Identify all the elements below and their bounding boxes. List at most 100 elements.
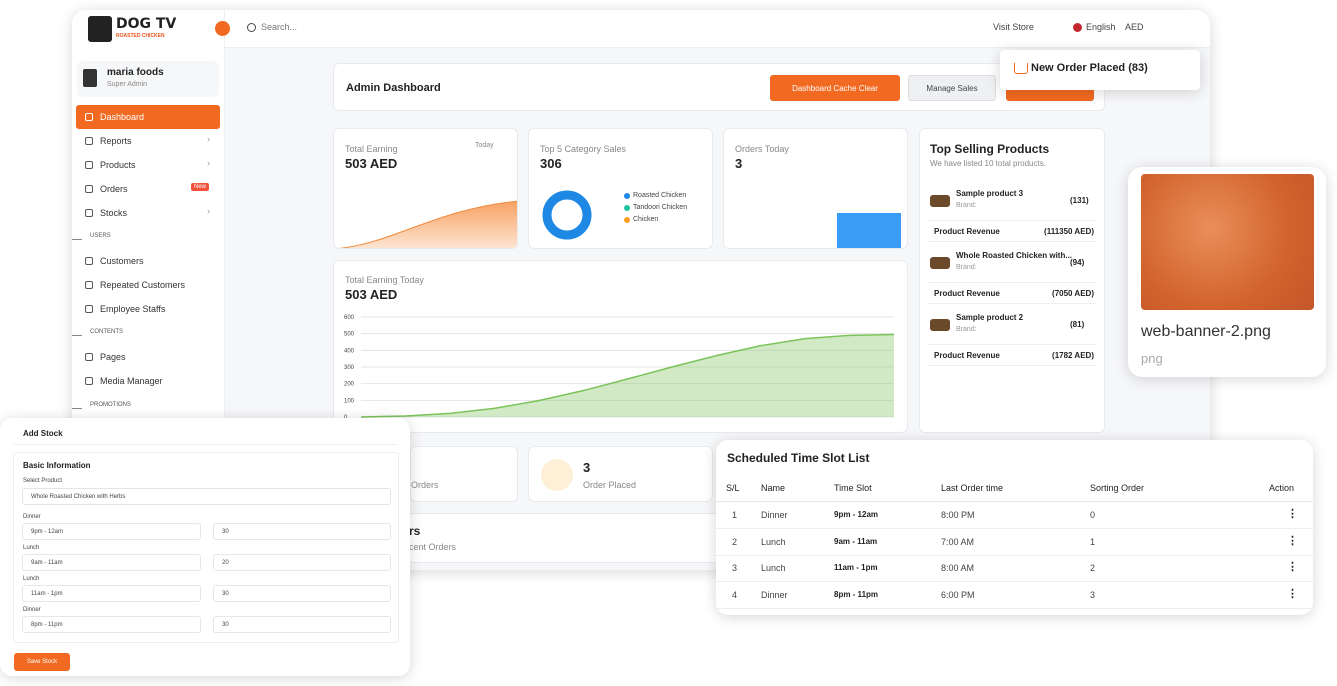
menu-item[interactable]: Stocks › bbox=[76, 201, 220, 225]
menu-icon bbox=[85, 113, 93, 121]
qty-input[interactable]: 30 bbox=[213, 523, 391, 540]
row-menu[interactable]: ⋮ bbox=[1287, 587, 1298, 600]
menu-item[interactable]: Employee Staffs bbox=[76, 297, 220, 321]
product-name[interactable]: Whole Roasted Chicken with... bbox=[956, 251, 1073, 260]
column-header: Name bbox=[761, 483, 786, 493]
product-name[interactable]: Sample product 2 bbox=[956, 313, 1024, 322]
row-menu[interactable]: ⋮ bbox=[1287, 534, 1298, 547]
table-cell: 2 bbox=[1090, 563, 1096, 573]
visit-store[interactable]: Visit Store bbox=[993, 22, 1034, 32]
column-header: Sorting Order bbox=[1090, 483, 1145, 493]
save-button[interactable]: Save Stock bbox=[14, 653, 70, 671]
revenue-label: Product Revenue bbox=[934, 289, 1000, 298]
section-subtitle: We have listed 10 total products. bbox=[930, 159, 1046, 168]
product-thumb bbox=[930, 257, 950, 269]
qty-input[interactable]: 30 bbox=[213, 616, 391, 633]
slot-value: 9pm - 12am bbox=[31, 529, 64, 535]
menu-item[interactable]: Customers bbox=[76, 249, 220, 273]
donut-ring bbox=[542, 190, 592, 240]
slot-input[interactable]: 8pm - 11pm bbox=[22, 616, 201, 633]
table-cell: 1 bbox=[1090, 536, 1096, 547]
slot-input[interactable]: 11am - 1pm bbox=[22, 585, 201, 602]
divider bbox=[928, 344, 1096, 345]
select-value: Whole Roasted Chicken with Herbs bbox=[31, 494, 126, 500]
product-name[interactable]: Sample product 3 bbox=[956, 189, 1024, 198]
orders-card: Orders Today 3 bbox=[723, 128, 908, 249]
field-label: Dinner bbox=[23, 607, 41, 613]
menu-icon bbox=[85, 137, 93, 145]
section-title: Top Selling Products bbox=[930, 142, 1050, 156]
slot-value: 9am - 11am bbox=[31, 560, 63, 566]
legend-dot bbox=[624, 217, 630, 223]
card-value: 503 AED bbox=[345, 156, 398, 171]
cart-icon bbox=[1014, 63, 1028, 74]
toast-text: New Order Placed (83) bbox=[1031, 62, 1148, 74]
area bbox=[361, 334, 894, 417]
column-header: Time Slot bbox=[834, 483, 872, 493]
slot-input[interactable]: 9pm - 12am bbox=[22, 523, 201, 540]
modal-title: Add Stock bbox=[23, 429, 63, 438]
menu-item[interactable]: Dashboard bbox=[76, 105, 220, 129]
row-menu[interactable]: ⋮ bbox=[1287, 561, 1298, 573]
divider bbox=[716, 501, 1313, 502]
menu-item[interactable]: Reports › bbox=[76, 129, 220, 153]
image-thumbnail[interactable] bbox=[1141, 174, 1314, 310]
slot-input[interactable]: 9am - 11am bbox=[22, 554, 201, 571]
brand-sub: ROASTED CHICKEN bbox=[116, 33, 165, 39]
card-label: Total Earning Today bbox=[345, 275, 424, 285]
add-stock-modal: Add Stock Basic Information Select Produ… bbox=[0, 418, 410, 676]
table-cell: 3 bbox=[732, 563, 738, 573]
bar bbox=[837, 213, 901, 248]
column-header: Last Order time bbox=[941, 483, 1004, 493]
card-value: 306 bbox=[540, 156, 562, 171]
qty-value: 20 bbox=[222, 560, 229, 566]
field-label: Select Product bbox=[23, 478, 63, 484]
y-tick-label: 400 bbox=[344, 348, 355, 354]
row-menu[interactable]: ⋮ bbox=[1287, 508, 1298, 520]
menu-item[interactable]: Orders New bbox=[76, 177, 220, 201]
category-card: Top 5 Category Sales 306 Roasted Chicken… bbox=[528, 128, 713, 249]
product-thumb bbox=[930, 319, 950, 331]
line bbox=[338, 200, 517, 248]
divider bbox=[928, 282, 1096, 283]
menu-icon bbox=[85, 353, 93, 361]
menu-item[interactable]: Media Manager bbox=[76, 369, 220, 393]
search-input[interactable]: Search... bbox=[261, 22, 298, 32]
cache-button[interactable]: Dashboard Cache Clear bbox=[770, 75, 900, 101]
column-header: S/L bbox=[726, 483, 740, 493]
filter-dropdown[interactable]: Today bbox=[475, 142, 494, 149]
menu-section: CONTENTS bbox=[90, 329, 123, 335]
currency[interactable]: AED bbox=[1125, 22, 1144, 32]
column-header: Action bbox=[1269, 483, 1295, 493]
sidebar: DOG TV ROASTED CHICKEN maria foods Super… bbox=[72, 10, 230, 570]
table-cell: 11am - 1pm bbox=[834, 563, 878, 572]
collapse-button[interactable] bbox=[215, 21, 230, 36]
revenue-label: Product Revenue bbox=[934, 351, 1000, 360]
qty-input[interactable]: 20 bbox=[213, 554, 391, 571]
menu-item[interactable]: Repeated Customers bbox=[76, 273, 220, 297]
qty-value: 30 bbox=[222, 622, 229, 628]
file-name: web-banner-2.png bbox=[1141, 323, 1271, 340]
qty-input[interactable]: 30 bbox=[213, 585, 391, 602]
language[interactable]: English bbox=[1086, 22, 1116, 32]
slot-value: 11am - 1pm bbox=[31, 591, 63, 597]
menu-item[interactable]: Pages bbox=[76, 345, 220, 369]
menu-icon bbox=[85, 209, 93, 217]
table-cell: 8:00 AM bbox=[941, 563, 975, 573]
user-card[interactable]: maria foods Super Admin bbox=[77, 61, 219, 97]
top-selling-card: Top Selling Products We have listed 10 t… bbox=[919, 128, 1105, 433]
menu-label: Media Manager bbox=[100, 376, 163, 386]
page-title: Admin Dashboard bbox=[346, 82, 441, 94]
menu-label: Repeated Customers bbox=[100, 280, 186, 290]
sales-button[interactable]: Manage Sales bbox=[908, 75, 996, 101]
product-select[interactable]: Whole Roasted Chicken with Herbs bbox=[22, 488, 391, 505]
menu-arrow: › bbox=[207, 158, 210, 168]
revenue-label: Product Revenue bbox=[934, 227, 1000, 236]
menu-arrow: › bbox=[207, 206, 210, 216]
user-name: maria foods bbox=[107, 67, 164, 78]
avatar bbox=[83, 69, 97, 87]
table-cell: 0 bbox=[1090, 510, 1096, 520]
menu-item[interactable]: Products › bbox=[76, 153, 220, 177]
legend-label: Roasted Chicken bbox=[633, 192, 687, 199]
